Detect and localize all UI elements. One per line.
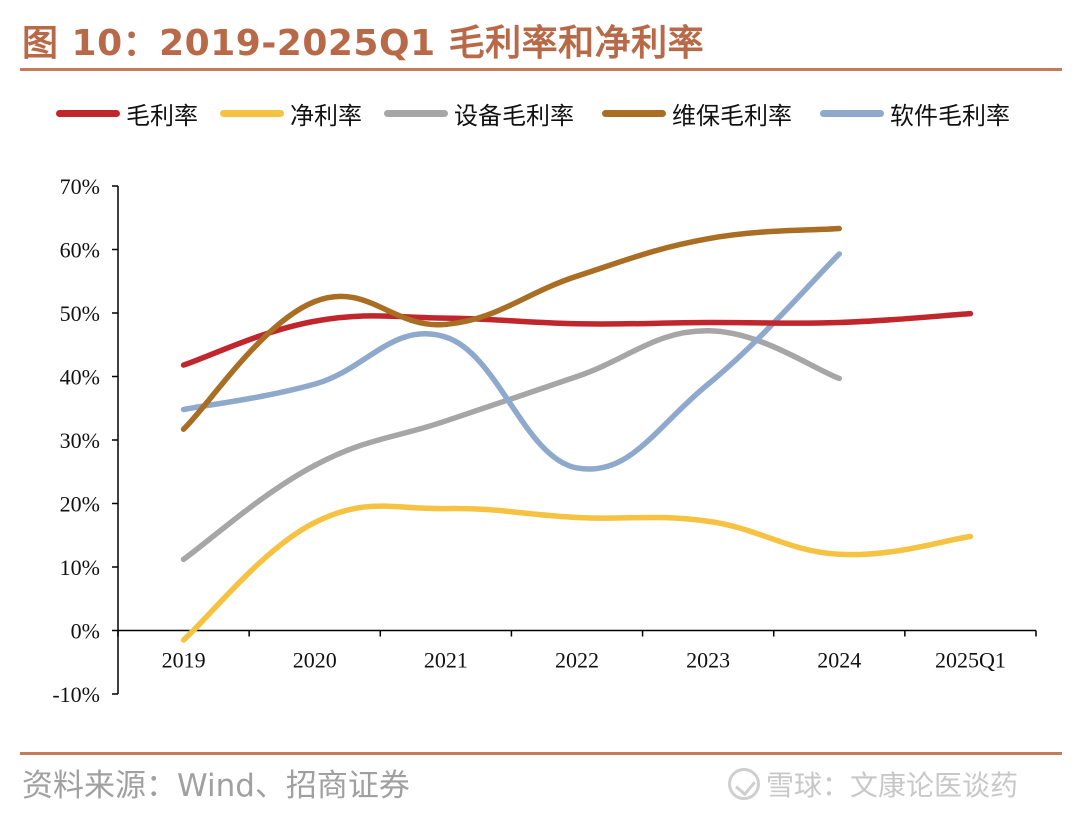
legend-item-maintenance-margin: 维保毛利率 xyxy=(602,96,792,130)
legend-swatch-equipment-margin xyxy=(384,109,448,117)
legend-item-gross-margin: 毛利率 xyxy=(56,96,198,130)
footer-divider xyxy=(20,752,1062,755)
y-tick-label: 0% xyxy=(71,619,100,644)
legend-item-equipment-margin: 设备毛利率 xyxy=(384,96,574,130)
y-tick-label: 50% xyxy=(60,301,100,326)
x-tick-label: 2021 xyxy=(424,648,468,673)
source-note: 资料来源：Wind、招商证券 xyxy=(22,768,410,804)
legend-swatch-net-margin xyxy=(220,109,284,117)
series-line-maintenance-margin xyxy=(180,225,843,432)
legend-label-maintenance-margin: 维保毛利率 xyxy=(672,101,792,130)
legend-item-software-margin: 软件毛利率 xyxy=(820,96,1010,130)
legend-label-equipment-margin: 设备毛利率 xyxy=(454,101,574,130)
y-tick-label: 40% xyxy=(60,365,100,390)
y-tick-label: -10% xyxy=(52,682,100,707)
legend-item-net-margin: 净利率 xyxy=(220,96,362,130)
y-tick-label: 20% xyxy=(60,492,100,517)
title-divider xyxy=(20,68,1062,71)
legend-swatch-gross-margin xyxy=(56,109,120,117)
watermark: 雪球：文康论医谈药 xyxy=(728,764,1018,804)
x-tick-label: 2019 xyxy=(162,648,206,673)
x-tick-label: 2024 xyxy=(817,648,861,673)
series-line-gross-margin xyxy=(180,310,974,368)
snowball-logo-icon xyxy=(728,768,760,800)
watermark-text: 雪球：文康论医谈药 xyxy=(766,769,1019,802)
x-tick-label: 2023 xyxy=(686,648,730,673)
y-tick-label: 30% xyxy=(60,428,100,453)
series-line-equipment-margin xyxy=(180,328,843,563)
legend-label-software-margin: 软件毛利率 xyxy=(890,101,1010,130)
legend-swatch-maintenance-margin xyxy=(602,109,666,117)
x-tick-label: 2025Q1 xyxy=(935,648,1006,673)
x-tick-label: 2022 xyxy=(555,648,599,673)
legend-label-net-margin: 净利率 xyxy=(290,101,362,130)
y-tick-label: 70% xyxy=(60,174,100,199)
y-tick-label: 10% xyxy=(60,555,100,580)
x-tick-label: 2020 xyxy=(293,648,337,673)
series-line-net-margin xyxy=(180,503,974,643)
legend-swatch-software-margin xyxy=(820,109,884,117)
legend-label-gross-margin: 毛利率 xyxy=(126,101,198,130)
series-line-software-margin xyxy=(180,251,843,472)
y-tick-label: 60% xyxy=(60,238,100,263)
chart-title: 图 10：2019-2025Q1 毛利率和净利率 xyxy=(22,23,705,64)
